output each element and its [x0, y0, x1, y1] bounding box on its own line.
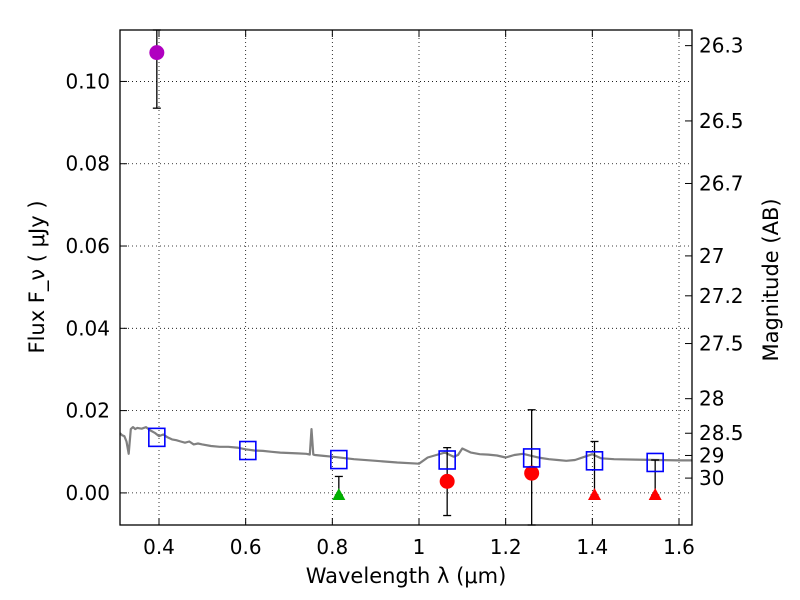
model-photometry-square [646, 452, 664, 473]
x-tick-label: 1 [413, 535, 426, 559]
plot-frame [119, 29, 693, 526]
x-tick-label: 1.4 [576, 535, 608, 559]
model-photometry-square [585, 451, 604, 471]
y-axis-right-label: Magnitude (AB) [759, 198, 783, 361]
model-photometry-square [148, 427, 166, 448]
magnitude-tick-label: 28.5 [699, 421, 744, 445]
x-tick-label: 0.8 [316, 535, 348, 559]
upper-limit-triangle [648, 487, 662, 500]
y-tick-label: 0.02 [65, 399, 110, 423]
data-point-circle [149, 45, 165, 61]
plot-area [120, 30, 692, 525]
model-photometry-square [239, 440, 257, 461]
magnitude-tick-label: 26.7 [699, 171, 744, 195]
data-point-circle [524, 465, 540, 481]
y-tick-label: 0.10 [65, 69, 110, 93]
magnitude-tick-label: 26.3 [699, 34, 744, 58]
y-axis-label: Flux F_ν ( μJy ) [25, 200, 50, 353]
upper-limit-triangle [588, 487, 601, 500]
magnitude-tick-label: 27 [699, 244, 724, 268]
magnitude-tick-label: 29 [699, 443, 724, 467]
x-tick-label: 0.4 [143, 535, 175, 559]
x-tick-label: 1.6 [663, 535, 695, 559]
model-photometry-square [438, 450, 456, 470]
magnitude-tick-label: 30 [699, 466, 724, 490]
x-axis-label: Wavelength λ (μm) [306, 564, 507, 588]
upper-limit-triangle [332, 487, 346, 500]
data-point-circle [439, 473, 455, 489]
model-photometry-square [330, 449, 348, 470]
y-tick-label: 0.08 [65, 152, 110, 176]
magnitude-tick-label: 28 [699, 387, 724, 411]
data-markers [148, 45, 664, 500]
y-tick-label: 0.06 [65, 234, 110, 258]
y-tick-label: 0.00 [65, 481, 110, 505]
y-tick-label: 0.04 [65, 316, 110, 340]
x-tick-label: 0.6 [230, 535, 262, 559]
magnitude-tick-label: 27.2 [699, 284, 744, 308]
x-tick-label: 1.2 [490, 535, 522, 559]
magnitude-tick-label: 26.5 [699, 109, 744, 133]
magnitude-tick-label: 27.5 [699, 332, 744, 356]
model-photometry-square [522, 448, 541, 468]
ticks: 0.4 0.6 0.8 1 1.2 1.4 1.6 0.00 0.02 0.04 0.06 0.08 0… [65, 30, 744, 559]
